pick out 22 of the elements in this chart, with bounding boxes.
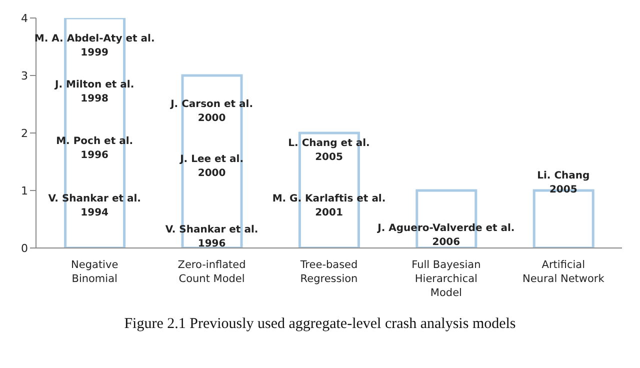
x-tick-label: Tree-based Regression xyxy=(299,259,358,285)
y-tick-label: 3 xyxy=(21,69,28,82)
caption: Figure 2.1 Previously used aggregate-level crash analysis models xyxy=(123,316,517,333)
x-tick-label: Negative Binomial xyxy=(71,259,118,285)
annotation: M. A. Abdel-Aty et al. 1999 xyxy=(34,33,155,58)
annotation: V. Shankar et al. 1994 xyxy=(48,193,141,218)
annotation: J. Lee et al. 2000 xyxy=(179,154,244,180)
x-tick-label: Full Bayesian Hierarchical Model xyxy=(412,259,481,299)
y-tick-label: 4 xyxy=(21,12,28,25)
annotation: L. Chang et al. 2005 xyxy=(288,138,370,164)
annotation: Li. Chang 2005 xyxy=(537,170,590,196)
x-tick-label: Artificial Neural Network xyxy=(522,259,606,285)
y-tick-label: 2 xyxy=(21,126,28,140)
annotation: J. Carson et al. 2000 xyxy=(170,99,254,124)
annotation: J. Milton et al. 1998 xyxy=(54,79,134,104)
annotation: V. Shankar et al. 1996 xyxy=(165,224,258,250)
y-tick-label: 0 xyxy=(21,242,28,255)
annotation: J. Aguero-Valverde et al. 2006 xyxy=(376,223,515,248)
annotation: M. G. Karlaftis et al. 2001 xyxy=(272,193,386,218)
annotation: M. Poch et al. 1996 xyxy=(56,136,134,161)
y-tick-label: 1 xyxy=(21,184,28,198)
x-tick-label: Zero-inflated Count Model xyxy=(178,259,246,285)
